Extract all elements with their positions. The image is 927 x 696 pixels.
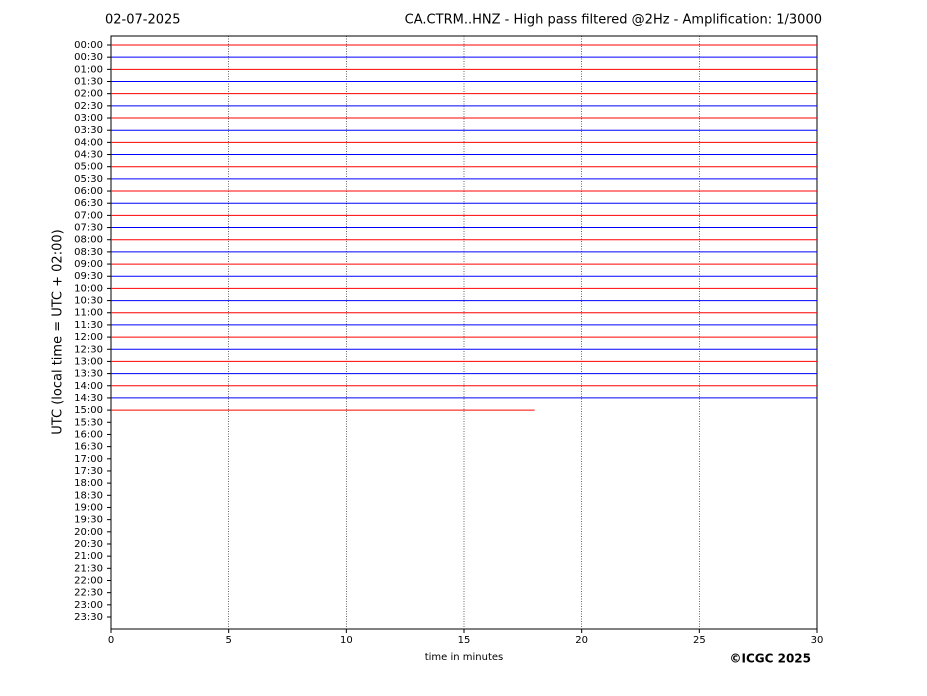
date: 02-07-2025 [105, 13, 181, 28]
y-tick-label: 06:00 [74, 186, 103, 197]
y-tick-label: 10:00 [74, 283, 103, 294]
y-tick-label: 23:30 [74, 612, 103, 623]
y-tick-label: 00:30 [74, 52, 103, 63]
y-tick-label: 04:00 [74, 137, 103, 148]
y-tick-label: 05:30 [74, 174, 103, 185]
copyright: ©ICGC 2025 [729, 652, 811, 666]
x-tick-label: 10 [340, 635, 353, 646]
y-tick-label: 00:00 [74, 40, 103, 51]
y-tick-label: 17:30 [74, 466, 103, 477]
y-tick-label: 05:00 [74, 162, 103, 173]
y-tick-label: 20:00 [74, 527, 103, 538]
y-tick-label: 21:30 [74, 563, 103, 574]
y-tick-label: 04:30 [74, 150, 103, 161]
x-tick-label: 20 [575, 635, 588, 646]
x-tick-label: 15 [458, 635, 471, 646]
chart-title: CA.CTRM..HNZ - High pass filtered @2Hz -… [405, 13, 822, 28]
y-tick-label: 02:00 [74, 89, 103, 100]
y-tick-label: 11:00 [74, 308, 103, 319]
y-tick-label: 03:30 [74, 125, 103, 136]
y-tick-label: 01:00 [74, 64, 103, 75]
x-tick-label: 5 [225, 635, 231, 646]
y-tick-label: 17:00 [74, 454, 103, 465]
y-tick-label: 23:00 [74, 600, 103, 611]
y-tick-label: 01:30 [74, 77, 103, 88]
y-tick-label: 09:30 [74, 271, 103, 282]
y-tick-label: 22:00 [74, 575, 103, 586]
y-tick-label: 19:00 [74, 502, 103, 513]
x-axis-label: time in minutes [425, 652, 504, 663]
y-tick-label: 13:30 [74, 369, 103, 380]
y-tick-label: 09:00 [74, 259, 103, 270]
y-tick-label: 16:00 [74, 429, 103, 440]
x-tick-label: 30 [811, 635, 824, 646]
y-tick-label: 14:00 [74, 381, 103, 392]
y-axis-label: UTC (local time = UTC + 02:00) [51, 229, 66, 434]
x-tick-label: 25 [693, 635, 706, 646]
y-tick-label: 16:30 [74, 442, 103, 453]
y-tick-label: 20:30 [74, 539, 103, 550]
y-tick-label: 07:00 [74, 210, 103, 221]
y-tick-label: 19:30 [74, 515, 103, 526]
y-tick-label: 18:30 [74, 490, 103, 501]
y-tick-label: 10:30 [74, 296, 103, 307]
y-tick-label: 02:30 [74, 101, 103, 112]
y-tick-label: 08:30 [74, 247, 103, 258]
x-tick-label: 0 [108, 635, 114, 646]
y-tick-label: 03:00 [74, 113, 103, 124]
y-tick-label: 14:30 [74, 393, 103, 404]
y-tick-label: 13:00 [74, 356, 103, 367]
y-tick-label: 12:00 [74, 332, 103, 343]
y-tick-label: 15:00 [74, 405, 103, 416]
y-tick-label: 06:30 [74, 198, 103, 209]
y-tick-label: 08:00 [74, 235, 103, 246]
y-tick-label: 15:30 [74, 417, 103, 428]
y-tick-label: 22:30 [74, 588, 103, 599]
y-tick-label: 18:00 [74, 478, 103, 489]
y-tick-label: 11:30 [74, 320, 103, 331]
y-tick-label: 21:00 [74, 551, 103, 562]
y-tick-label: 07:30 [74, 223, 103, 234]
y-tick-label: 12:30 [74, 344, 103, 355]
plot-frame [110, 35, 818, 630]
